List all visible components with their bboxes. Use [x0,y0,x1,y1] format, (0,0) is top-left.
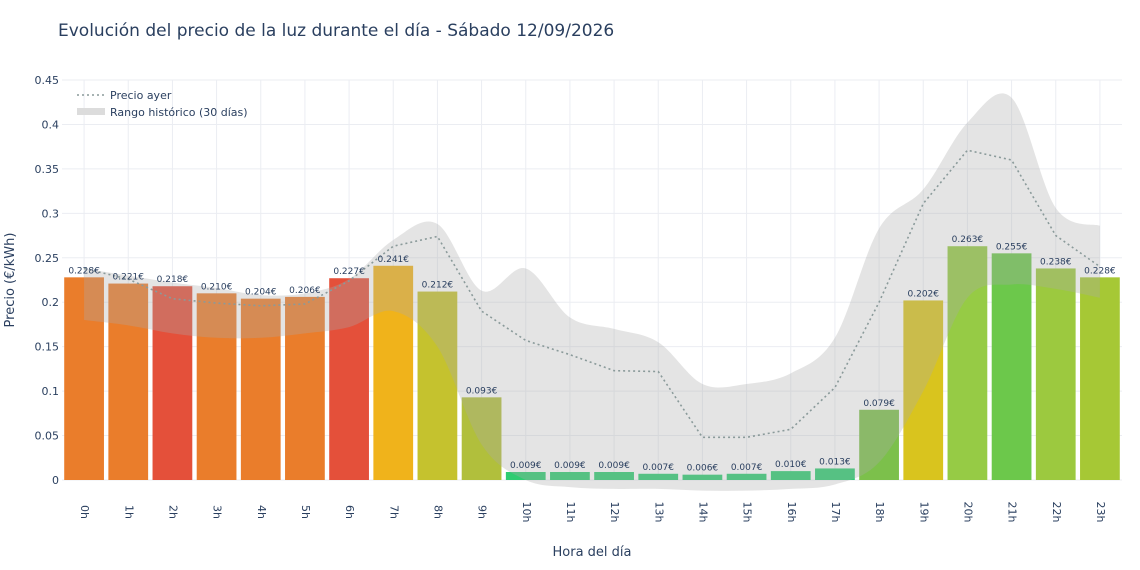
x-tick-label: 9h [476,505,489,519]
bar-value-label: 0.221€ [113,273,145,283]
x-axis-title: Hora del día [553,545,632,560]
x-tick-label: 7h [387,505,400,519]
y-tick-label: 0.1 [42,385,60,398]
bar-value-label: 0.202€ [908,289,940,299]
x-tick-label: 23h [1094,502,1107,523]
price-bar [1080,277,1120,480]
bar-value-label: 0.206€ [289,286,321,296]
x-tick-label: 5h [299,505,312,519]
bar-value-label: 0.010€ [775,460,807,470]
x-tick-label: 13h [652,502,665,523]
bar-value-label: 0.009€ [510,461,542,471]
price-bar [373,265,414,480]
x-tick-label: 15h [741,502,754,523]
x-tick-label: 0h [78,505,91,519]
chart-title: Evolución del precio de la luz durante e… [58,21,615,41]
legend-band-label: Rango histórico (30 días) [110,106,248,119]
x-tick-label: 16h [785,502,798,523]
price-bar [726,473,767,480]
bar-value-label: 0.227€ [333,267,365,277]
x-tick-label: 8h [431,505,444,519]
price-bar [859,409,899,480]
historic-range-band [84,93,1100,491]
x-tick-label: 10h [520,502,533,523]
price-bar [196,293,237,480]
x-tick-label: 1h [122,505,135,519]
bar-value-label: 0.013€ [819,457,851,467]
bar-value-label: 0.218€ [157,275,189,285]
bar-value-label: 0.006€ [687,464,719,474]
y-tick-label: 0.15 [35,341,60,354]
price-bar [638,473,679,480]
price-bar [903,300,944,480]
x-tick-label: 20h [961,502,974,523]
legend-band-swatch [77,108,105,115]
price-bar [682,474,723,480]
bar-value-label: 0.009€ [598,461,630,471]
x-tick-label: 12h [608,502,621,523]
price-bar [947,246,988,480]
x-tick-label: 2h [166,505,179,519]
bar-value-label: 0.007€ [643,463,675,473]
price-bar [417,291,458,480]
x-tick-label: 11h [564,502,577,523]
x-tick-label: 19h [917,502,930,523]
price-bar [505,472,546,480]
bar-value-label: 0.228€ [1084,266,1116,276]
bar-value-label: 0.238€ [1040,257,1072,267]
price-bar [329,278,369,480]
bar-value-label: 0.241€ [378,255,410,265]
price-bar [64,277,104,480]
price-bar [108,283,149,480]
x-tick-label: 14h [696,502,709,523]
bar-value-label: 0.212€ [422,281,454,291]
x-tick-label: 22h [1050,502,1063,523]
y-tick-label: 0.4 [42,118,60,131]
y-axis-title: Precio (€/kWh) [3,233,18,328]
bar-value-label: 0.228€ [68,266,100,276]
price-bar [550,472,590,480]
x-tick-label: 3h [211,505,224,519]
y-tick-label: 0.05 [35,430,60,443]
y-tick-label: 0.3 [42,207,60,220]
bar-value-label: 0.204€ [245,288,277,298]
y-tick-label: 0.2 [42,296,60,309]
price-bar [152,286,193,480]
bar-value-label: 0.009€ [554,461,586,471]
y-tick-label: 0.25 [35,252,60,265]
price-bar [770,471,811,480]
legend-yesterday-label: Precio ayer [110,89,172,102]
price-bar [285,296,325,480]
bar-value-label: 0.093€ [466,386,498,396]
bar-value-label: 0.007€ [731,463,763,473]
price-bar [1035,268,1076,480]
x-tick-label: 6h [343,505,356,519]
bar-value-label: 0.255€ [996,242,1028,252]
x-tick-label: 18h [873,502,886,523]
bar-value-label: 0.263€ [952,235,984,245]
price-bar [461,397,502,480]
bar-value-label: 0.210€ [201,282,233,292]
price-bar [991,253,1032,480]
price-bar [815,468,855,480]
x-tick-label: 17h [829,502,842,523]
price-bar [240,298,281,480]
y-tick-label: 0.45 [35,74,60,87]
x-tick-label: 4h [255,505,268,519]
y-tick-label: 0.35 [35,163,60,176]
price-bar [594,472,634,480]
x-tick-label: 21h [1006,502,1019,523]
y-tick-label: 0 [52,474,59,487]
bar-value-label: 0.079€ [863,399,895,409]
yesterday-price-line [83,149,1101,439]
